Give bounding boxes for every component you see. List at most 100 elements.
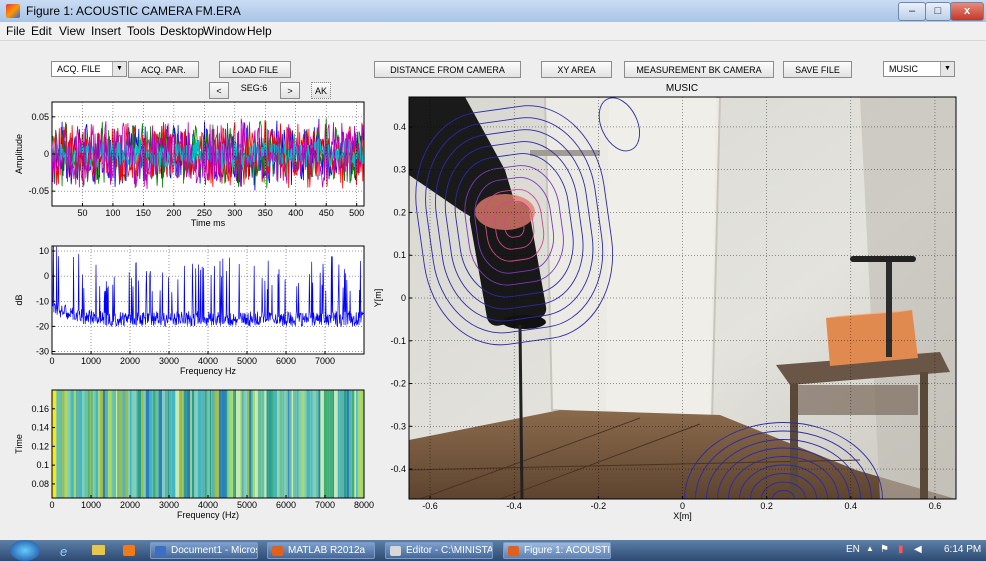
y-axis-label: Amplitude (14, 134, 24, 174)
close-button[interactable]: x (950, 2, 984, 21)
prev-segment-button[interactable]: < (209, 82, 229, 99)
menu-desktop[interactable]: Desktop (160, 24, 205, 38)
language-indicator[interactable]: EN (846, 544, 860, 555)
menu-window[interactable]: Window (203, 24, 246, 38)
spectrogram-cell (183, 390, 187, 498)
window-title: Figure 1: ACOUSTIC CAMERA FM.ERA (26, 4, 241, 18)
y-tick-label: 0.4 (393, 122, 406, 132)
clock[interactable]: 6:14 PM (944, 544, 982, 555)
camera-image (409, 97, 956, 499)
volume-icon[interactable]: ◀ (914, 544, 922, 555)
spectrum-plot: 0 1000 2000 3000 4000 5000 6000 7000 10 0 -10 -20 -3… (14, 245, 365, 376)
menu-tools[interactable]: Tools (127, 24, 156, 38)
contour-line (454, 153, 574, 298)
x-tick-label: 150 (136, 208, 151, 218)
acq-par-button[interactable]: ACQ. PAR. (128, 61, 199, 78)
acq-file-select[interactable]: ACQ. FILE ▼ (51, 61, 127, 77)
spectrogram-cell (240, 390, 242, 498)
taskbar-item-matlab-label: MATLAB R2012a (288, 545, 366, 556)
network-icon[interactable]: ▮ (898, 544, 904, 555)
y-tick-label: 0.1 (393, 250, 406, 260)
taskbar-item-figure[interactable]: Figure 1: ACOUSTIC ... (503, 542, 611, 559)
algorithm-select[interactable]: MUSIC ▼ (883, 61, 955, 77)
editor-icon (390, 546, 401, 556)
spectrogram-cell (298, 390, 302, 498)
ak-button[interactable]: AK (311, 82, 331, 99)
load-file-button[interactable]: LOAD FILE (219, 61, 291, 78)
taskbar: e Document1 - Micros... MATLAB R2012a Ed… (0, 540, 986, 561)
spectrogram-cell (125, 390, 129, 498)
contour-line (598, 97, 640, 152)
y-tick-label: -0.3 (390, 421, 406, 431)
menu-view[interactable]: View (59, 24, 85, 38)
next-segment-button[interactable]: > (280, 82, 300, 99)
spectrogram-cell (233, 390, 235, 498)
spectrogram-cell (249, 390, 252, 498)
spectrogram-cell (261, 390, 265, 498)
contour-line (444, 141, 584, 310)
word-icon (155, 546, 166, 556)
spectrogram-cell (288, 390, 290, 498)
explorer-icon[interactable] (92, 545, 105, 555)
save-file-button[interactable]: SAVE FILE (783, 61, 852, 78)
spectrogram-cell (332, 390, 335, 498)
spectrogram-cell (260, 390, 262, 498)
menu-edit[interactable]: Edit (31, 24, 52, 38)
menu-file[interactable]: File (6, 24, 26, 38)
x-tick-label: 200 (166, 208, 181, 218)
spectrogram-cell (152, 390, 156, 498)
show-hidden-icons-icon[interactable]: ▲ (866, 544, 874, 553)
spectrogram-cell (64, 390, 68, 498)
spectrogram-cell (117, 390, 119, 498)
spectrogram-cell (186, 390, 191, 498)
menu-help[interactable]: Help (247, 24, 272, 38)
spectrogram-cell (346, 390, 350, 498)
contour-line (717, 447, 850, 499)
spectrogram-cell (162, 390, 165, 498)
amplitude-series-line (52, 118, 364, 190)
start-button[interactable] (10, 540, 40, 561)
x-tick-label: -0.2 (591, 501, 607, 511)
contour-line (739, 464, 828, 499)
spectrogram-cell (167, 390, 169, 498)
distance-from-camera-button[interactable]: DISTANCE FROM CAMERA (374, 61, 521, 78)
media-player-icon[interactable] (123, 545, 135, 556)
y-tick-label: 0.3 (393, 165, 406, 175)
measurement-bk-camera-button[interactable]: MEASUREMENT BK CAMERA (624, 61, 774, 78)
spectrogram-cell (318, 390, 321, 498)
spectrogram-cell (208, 390, 210, 498)
spectrogram-cell (278, 390, 280, 498)
taskbar-item-editor-label: Editor - C:\MINISTA... (406, 545, 493, 556)
x-tick-label: 8000 (354, 500, 374, 510)
x-tick-label: 500 (349, 208, 364, 218)
taskbar-item-matlab[interactable]: MATLAB R2012a (267, 542, 375, 559)
spectrogram-cell (118, 390, 123, 498)
spectrogram-cell (75, 390, 79, 498)
x-tick-label: 7000 (315, 356, 335, 366)
x-axis-label: Frequency (Hz) (177, 510, 239, 520)
taskbar-item-word[interactable]: Document1 - Micros... (150, 542, 258, 559)
spectrogram-cell (141, 390, 144, 498)
x-tick-label: 7000 (315, 500, 335, 510)
flag-icon[interactable]: ⚑ (880, 544, 889, 555)
spectrogram-cell (329, 390, 333, 498)
figure-canvas: 50 100 150 200 250 300 350 400 450 5000.050-0.05T… (14, 83, 957, 521)
spectrogram-cell (205, 390, 207, 498)
segment-label: SEG:6 (240, 83, 268, 93)
spectrogram-cell (194, 390, 198, 498)
menu-insert[interactable]: Insert (91, 24, 122, 38)
minimize-button[interactable]: – (898, 2, 926, 21)
y-tick-label: 0.16 (31, 404, 49, 414)
ie-icon[interactable]: e (60, 544, 68, 559)
spectrogram-cell (128, 390, 130, 498)
spectrogram-cell (112, 390, 117, 498)
xy-area-button[interactable]: XY AREA (541, 61, 612, 78)
spectrogram-cell (135, 390, 138, 498)
taskbar-item-editor[interactable]: Editor - C:\MINISTA... (385, 542, 493, 559)
spectrogram-cell (56, 390, 60, 498)
spectrogram-cell (122, 390, 126, 498)
y-tick-label: 0.1 (36, 460, 49, 470)
spectrogram-cell (266, 390, 269, 498)
spectrogram-cell (175, 390, 180, 498)
spectrogram-cell (73, 390, 76, 498)
